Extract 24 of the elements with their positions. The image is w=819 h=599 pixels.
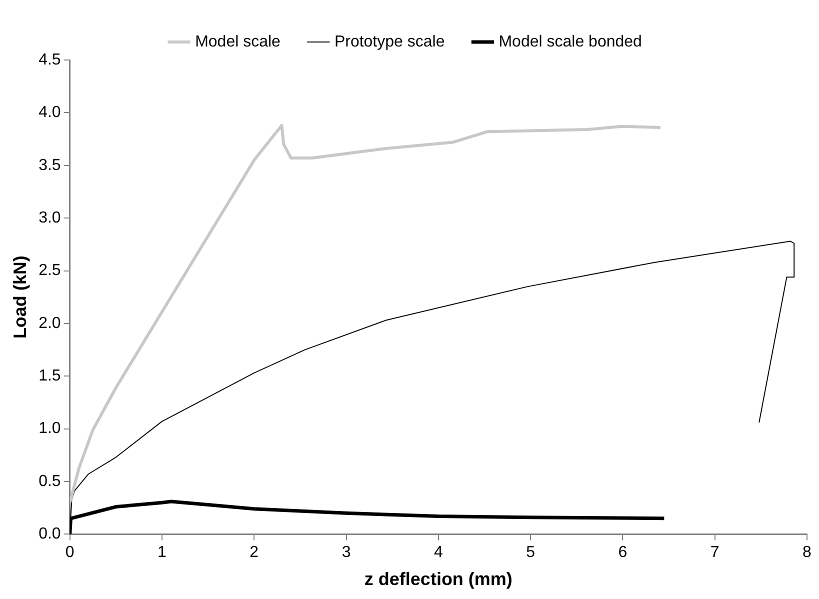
y-tick-label: 4.5 bbox=[38, 51, 61, 68]
x-tick-label: 2 bbox=[250, 544, 259, 562]
y-axis-title: Load (kN) bbox=[10, 256, 30, 339]
y-tick-label: 2.5 bbox=[38, 262, 61, 280]
y-tick-label: 3.5 bbox=[38, 156, 61, 174]
legend-label: Prototype scale bbox=[334, 33, 445, 50]
y-tick-label: 2.0 bbox=[38, 314, 61, 332]
x-tick-label: 5 bbox=[526, 544, 536, 562]
legend-label: Model scale bonded bbox=[498, 33, 642, 50]
y-tick-label: 4.0 bbox=[38, 104, 61, 122]
y-tick-label: 1.5 bbox=[38, 368, 61, 385]
x-tick-label: 4 bbox=[434, 544, 443, 562]
y-tick-label: 3.0 bbox=[38, 209, 61, 226]
x-tick-label: 7 bbox=[710, 544, 720, 562]
y-tick-label: 0.5 bbox=[38, 472, 61, 490]
x-tick-label: 1 bbox=[158, 544, 167, 562]
x-tick-label: 6 bbox=[618, 544, 628, 562]
x-tick-label: 8 bbox=[802, 544, 812, 562]
x-tick-label: 3 bbox=[342, 544, 351, 562]
y-tick-label: 1.0 bbox=[38, 420, 61, 438]
y-tick-label: 0.0 bbox=[38, 526, 61, 543]
x-axis-title: z deflection (mm) bbox=[364, 569, 512, 590]
x-tick-label: 0 bbox=[65, 544, 74, 562]
legend-label: Model scale bbox=[195, 33, 281, 50]
